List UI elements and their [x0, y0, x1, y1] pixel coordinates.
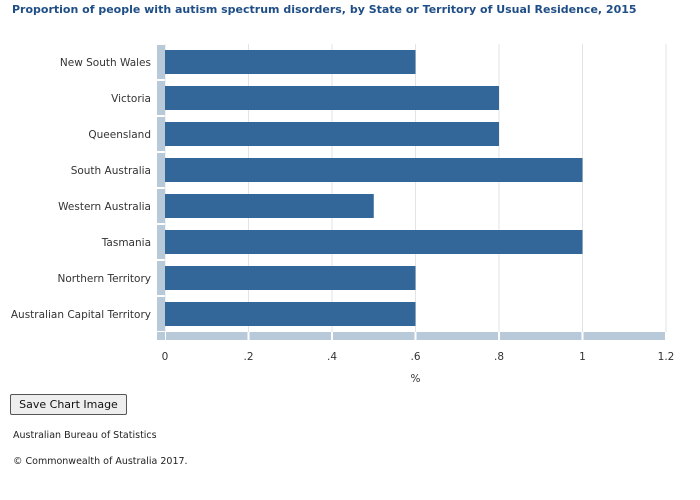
x-axis-segment-3	[416, 332, 498, 340]
y-axis-segment-2	[157, 117, 165, 151]
x-axis-segment-2	[333, 332, 415, 340]
copyright-text: © Commonwealth of Australia 2017.	[13, 456, 188, 467]
category-label-2: Queensland	[88, 129, 151, 141]
bar-1[interactable]	[165, 86, 499, 110]
y-axis-segment-4	[157, 189, 165, 223]
y-axis-segment-1	[157, 81, 165, 115]
x-axis-segment-4	[500, 332, 582, 340]
chart-area: New South Wales Victoria Queensland South A…	[11, 44, 674, 385]
y-axis-segment-7	[157, 297, 165, 331]
x-axis-segment-5	[583, 332, 665, 340]
y-axis-segment-5	[157, 225, 165, 259]
axis-layer	[157, 45, 665, 340]
save-chart-image-button[interactable]: Save Chart Image	[10, 394, 127, 415]
x-tick-label-0: 0	[162, 351, 169, 363]
category-label-6: Northern Territory	[58, 273, 151, 285]
bar-5[interactable]	[165, 230, 583, 254]
category-label-3: South Australia	[71, 165, 151, 177]
y-axis-segment-0	[157, 45, 165, 79]
x-tick-label-1: .2	[243, 351, 253, 363]
category-label-0: New South Wales	[60, 57, 151, 69]
chart-title: Proportion of people with autism spectru…	[12, 3, 637, 16]
bar-0[interactable]	[165, 50, 416, 74]
y-axis-segment-6	[157, 261, 165, 295]
bar-4[interactable]	[165, 194, 374, 218]
axis-corner	[157, 332, 165, 340]
bar-6[interactable]	[165, 266, 416, 290]
category-label-1: Victoria	[111, 93, 151, 105]
x-axis-segment-0	[166, 332, 248, 340]
x-tick-label-6: 1.2	[658, 351, 675, 363]
labels-layer: New South Wales Victoria Queensland South A…	[11, 57, 674, 385]
y-axis-segment-3	[157, 153, 165, 187]
x-tick-label-5: 1	[579, 351, 586, 363]
bar-3[interactable]	[165, 158, 583, 182]
x-axis-segment-1	[249, 332, 331, 340]
x-tick-label-3: .6	[410, 351, 420, 363]
bars-layer	[165, 50, 583, 326]
category-label-4: Western Australia	[58, 201, 151, 213]
category-label-7: Australian Capital Territory	[11, 309, 151, 321]
bar-7[interactable]	[165, 302, 416, 326]
bar-2[interactable]	[165, 122, 499, 146]
source-text: Australian Bureau of Statistics	[13, 430, 157, 441]
x-axis-title: %	[411, 373, 421, 385]
category-label-5: Tasmania	[101, 237, 151, 249]
x-tick-label-4: .8	[494, 351, 504, 363]
x-tick-label-2: .4	[327, 351, 337, 363]
